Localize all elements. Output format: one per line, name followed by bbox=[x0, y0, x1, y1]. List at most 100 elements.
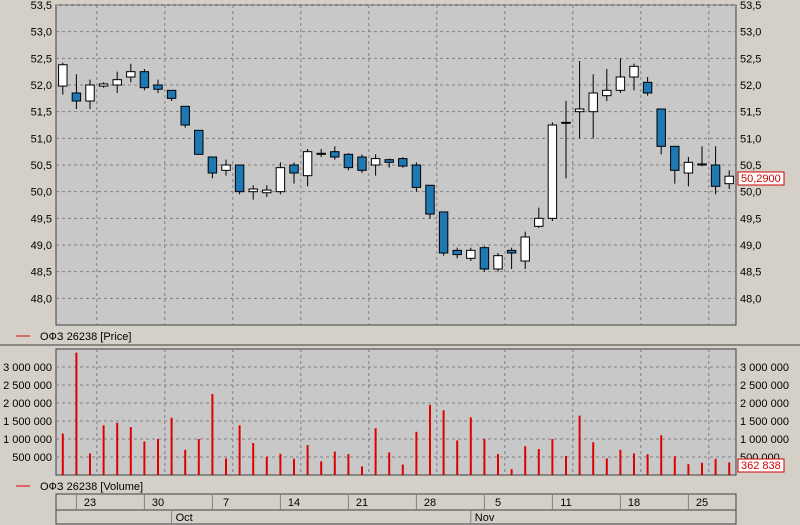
price-tick-label: 52,0 bbox=[31, 80, 52, 92]
candle-body bbox=[493, 255, 503, 270]
candle bbox=[615, 58, 626, 93]
candle bbox=[588, 74, 598, 139]
candle-body bbox=[574, 108, 585, 113]
candle bbox=[574, 61, 585, 139]
candle-body bbox=[85, 84, 95, 102]
candle bbox=[166, 89, 177, 101]
candle-body bbox=[112, 79, 122, 86]
candle-body bbox=[710, 164, 721, 187]
candle-body bbox=[180, 105, 190, 126]
price-right-axis: 53,5 53,0 52,5 52,0 51,5 51,0 50,5 50,0 49,5 49,0… bbox=[740, 0, 761, 305]
candle-body bbox=[166, 89, 177, 99]
candle-body bbox=[357, 156, 367, 171]
volume-plot-area[interactable] bbox=[55, 348, 737, 476]
volume-tick-label: 1 000 000 bbox=[3, 434, 52, 446]
volume-last-value-label: 362 838 bbox=[741, 460, 781, 472]
candle bbox=[289, 162, 299, 184]
candle bbox=[85, 79, 95, 109]
date-tick-label: 18 bbox=[628, 497, 640, 509]
price-tick-label: 52,0 bbox=[740, 80, 761, 92]
candle-body bbox=[452, 249, 462, 256]
volume-tick-label: 2 000 000 bbox=[3, 398, 52, 410]
volume-tick-label: 3 000 000 bbox=[3, 362, 52, 374]
volume-left-axis: 3 000 000 2 500 000 2 000 000 1 500 000 1 00… bbox=[3, 362, 52, 464]
candle-body bbox=[629, 65, 639, 78]
candle-body bbox=[194, 129, 204, 155]
candle-body bbox=[71, 92, 82, 102]
candle bbox=[642, 77, 653, 96]
price-tick-label: 48,0 bbox=[740, 293, 761, 305]
candle-body bbox=[615, 76, 626, 91]
date-tick-label: 28 bbox=[424, 497, 436, 509]
date-tick-label: 30 bbox=[152, 497, 164, 509]
candle bbox=[466, 247, 476, 261]
candle-body bbox=[234, 164, 245, 193]
candle bbox=[153, 79, 163, 93]
candle-body bbox=[547, 124, 558, 219]
candle-body bbox=[438, 211, 449, 254]
date-tick-label: 14 bbox=[288, 497, 300, 509]
candle-body bbox=[330, 151, 340, 158]
candle bbox=[561, 101, 571, 179]
candle bbox=[275, 162, 286, 195]
candle-body bbox=[126, 71, 136, 78]
volume-bars bbox=[61, 352, 731, 475]
candle-body bbox=[262, 189, 272, 194]
candle bbox=[493, 253, 503, 272]
candle-body bbox=[398, 158, 408, 167]
price-tick-label: 50,5 bbox=[740, 160, 761, 172]
month-label: Nov bbox=[475, 512, 495, 524]
price-tick-label: 50,0 bbox=[31, 187, 52, 199]
candle bbox=[302, 149, 313, 187]
volume-tick-label: 1 500 000 bbox=[740, 416, 789, 428]
candle-body bbox=[466, 249, 476, 259]
candle bbox=[411, 162, 422, 192]
candle-body bbox=[425, 184, 435, 215]
candle bbox=[234, 164, 245, 195]
candle bbox=[262, 185, 272, 197]
price-last-value-badge: 50,2900 bbox=[737, 171, 785, 186]
volume-tick-label: 2 500 000 bbox=[740, 380, 789, 392]
volume-tick-label: 500 000 bbox=[12, 452, 52, 464]
candle bbox=[248, 185, 258, 200]
candle-body bbox=[58, 64, 68, 87]
candle-body bbox=[98, 83, 109, 87]
candle-body bbox=[343, 153, 354, 169]
volume-tick-label: 3 000 000 bbox=[740, 362, 789, 374]
volume-tick-label: 2 000 000 bbox=[740, 398, 789, 410]
candle bbox=[207, 156, 218, 179]
price-last-value-label: 50,2900 bbox=[741, 173, 781, 185]
candle-body bbox=[139, 71, 150, 89]
volume-tick-label: 2 500 000 bbox=[3, 380, 52, 392]
price-tick-label: 49,5 bbox=[31, 213, 52, 225]
candle bbox=[98, 82, 109, 88]
candle-body bbox=[602, 89, 612, 97]
price-tick-label: 48,0 bbox=[31, 293, 52, 305]
date-tick-label: 11 bbox=[560, 497, 571, 509]
candle-body bbox=[520, 236, 530, 262]
candle bbox=[602, 69, 612, 101]
candle-body bbox=[221, 164, 231, 171]
candle bbox=[452, 247, 462, 259]
candle bbox=[697, 146, 707, 167]
candle bbox=[384, 158, 394, 168]
price-tick-label: 51,5 bbox=[740, 107, 761, 119]
price-tick-label: 51,0 bbox=[31, 133, 52, 145]
date-tick-label: 21 bbox=[356, 497, 368, 509]
price-left-axis: 53,5 53,0 52,5 52,0 51,5 51,0 50,5 50,0 49,5 49,0… bbox=[31, 0, 52, 305]
volume-grid bbox=[56, 349, 736, 475]
candle-body bbox=[561, 121, 571, 124]
date-axis-month-labels: Oct Nov bbox=[171, 510, 495, 524]
candle bbox=[180, 105, 190, 128]
candle bbox=[357, 154, 367, 173]
candle-body bbox=[683, 161, 694, 174]
volume-legend-label: ОФЗ 26238 [Volume] bbox=[40, 481, 143, 493]
candle bbox=[139, 69, 150, 91]
candle-body bbox=[506, 249, 517, 254]
price-tick-label: 51,5 bbox=[31, 107, 52, 119]
candle bbox=[547, 122, 558, 221]
candle bbox=[58, 62, 68, 95]
candle-body bbox=[697, 163, 707, 166]
price-tick-label: 48,5 bbox=[31, 267, 52, 279]
